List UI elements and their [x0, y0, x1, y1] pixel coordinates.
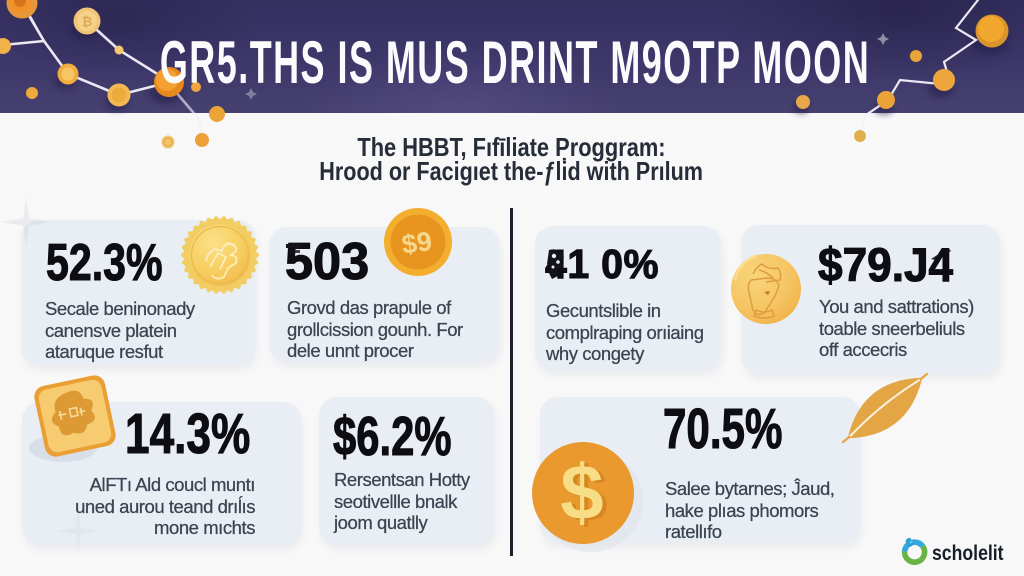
svg-text:$: $ — [560, 448, 603, 536]
svg-text:₿: ₿ — [82, 14, 93, 29]
svg-text:$: $ — [564, 450, 607, 538]
svg-text:$9: $9 — [400, 226, 434, 260]
